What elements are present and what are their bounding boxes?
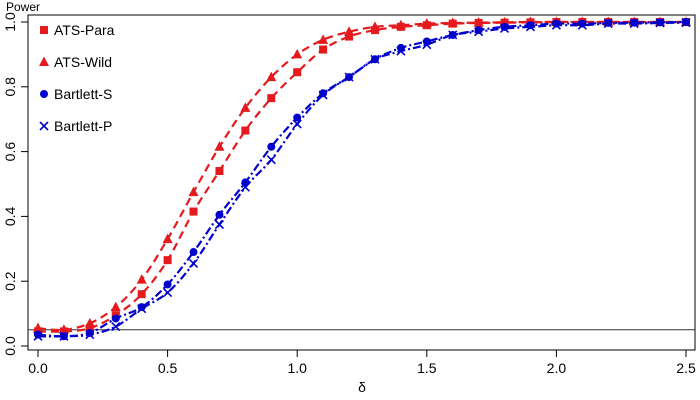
data-point — [215, 210, 224, 219]
data-point — [344, 26, 355, 36]
data-point — [603, 19, 613, 29]
data-point — [293, 68, 302, 77]
data-point — [163, 280, 172, 289]
data-point — [136, 274, 147, 284]
data-point — [33, 331, 43, 341]
data-point — [345, 32, 354, 41]
data-point — [370, 54, 380, 64]
data-point — [59, 331, 69, 341]
data-point — [266, 155, 276, 165]
data-point — [448, 30, 458, 40]
x-tick-label: 1.0 — [287, 360, 307, 376]
y-tick-label: 0.4 — [2, 206, 18, 226]
data-point — [110, 301, 121, 312]
data-point — [188, 258, 199, 268]
data-point — [473, 17, 484, 27]
data-point — [111, 314, 120, 323]
data-point — [162, 233, 173, 244]
y-tick-label: 0.8 — [2, 77, 18, 97]
data-point — [318, 34, 329, 44]
data-point — [267, 142, 276, 151]
data-point — [34, 330, 42, 339]
x-axis-title: δ — [358, 379, 366, 395]
y-tick-label: 0.6 — [2, 142, 18, 162]
series-ats-wild — [33, 16, 691, 334]
data-point — [396, 46, 406, 56]
y-axis: 0.0 0.2 0.4 0.6 0.8 1.0 — [2, 12, 28, 356]
x-tick-label: 2.5 — [676, 360, 696, 376]
data-point — [395, 19, 406, 30]
data-point — [33, 322, 43, 333]
data-point — [189, 207, 198, 216]
data-point — [344, 72, 354, 82]
data-point — [84, 317, 95, 328]
legend-label: Bartlett-S — [54, 86, 112, 102]
data-point — [85, 324, 94, 333]
series-bartlett-p — [33, 18, 691, 341]
data-point — [214, 219, 225, 230]
series-ats-para — [34, 18, 690, 336]
data-point — [421, 18, 432, 28]
x-tick-label: 1.5 — [417, 360, 437, 376]
data-point — [422, 40, 432, 50]
data-point — [266, 71, 277, 82]
data-point — [525, 22, 536, 32]
data-point — [267, 94, 276, 103]
data-point — [214, 141, 225, 151]
legend-label: ATS-Para — [54, 22, 115, 38]
data-point — [137, 290, 146, 299]
data-point — [551, 20, 561, 30]
plot-frame — [27, 14, 696, 351]
x-tick-label: 0.5 — [158, 360, 178, 376]
data-point — [85, 330, 95, 340]
data-point — [293, 113, 302, 122]
data-point — [137, 304, 147, 314]
y-tick-label: 0.2 — [2, 271, 18, 291]
legend-label: Bartlett-P — [54, 118, 112, 134]
data-point — [292, 119, 302, 129]
data-point — [240, 182, 250, 192]
data-point — [629, 19, 639, 29]
data-point — [292, 48, 303, 59]
data-point — [655, 18, 665, 28]
series-line — [37, 21, 687, 338]
data-point — [240, 102, 251, 112]
data-point — [189, 248, 198, 257]
legend-marker — [39, 56, 49, 66]
y-tick-label: 0.0 — [2, 336, 18, 356]
data-point — [215, 167, 224, 176]
legend: ATS-Para ATS-Wild Bartlett-S Bartlett-P — [39, 22, 115, 134]
x-tick-label: 0.0 — [28, 360, 48, 376]
data-point — [552, 19, 561, 28]
legend-marker — [40, 90, 48, 98]
legend-label: ATS-Wild — [54, 54, 112, 70]
series-layer — [33, 16, 691, 341]
data-point — [319, 45, 328, 54]
data-point — [241, 126, 250, 135]
data-point — [369, 21, 380, 31]
data-point — [163, 287, 173, 298]
y-tick-label: 1.0 — [2, 12, 18, 32]
data-point — [163, 256, 172, 265]
y-axis-title: Power — [6, 0, 40, 14]
x-tick-label: 2.0 — [547, 360, 567, 376]
data-point — [188, 186, 199, 197]
data-point — [474, 27, 484, 37]
legend-marker — [40, 26, 48, 34]
data-point — [681, 18, 691, 28]
data-point — [318, 90, 328, 100]
data-point — [58, 324, 69, 334]
data-point — [577, 20, 587, 30]
data-point — [578, 19, 587, 28]
x-axis: 0.0 0.5 1.0 1.5 2.0 2.5 — [28, 350, 696, 376]
data-point — [447, 17, 458, 27]
data-point — [499, 23, 510, 34]
legend-marker — [39, 121, 49, 131]
data-point — [111, 321, 121, 332]
